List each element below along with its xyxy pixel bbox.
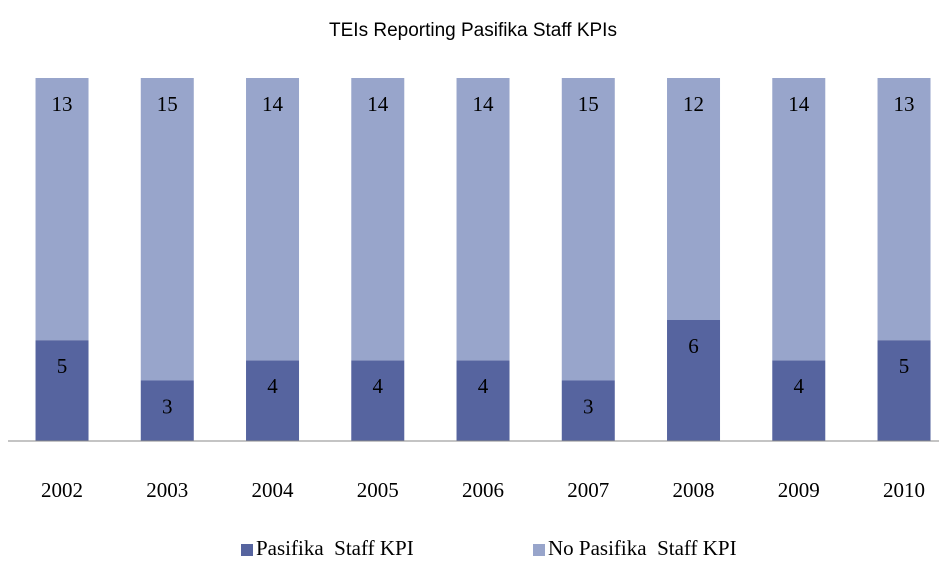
data-label: 4: [373, 374, 384, 398]
bar-segment: [246, 360, 300, 441]
legend-label: No Pasifika Staff KPI: [548, 536, 737, 560]
x-tick-label: 2009: [778, 478, 820, 502]
x-tick-label: 2002: [41, 478, 83, 502]
x-tick-label: 2005: [357, 478, 399, 502]
data-label: 6: [688, 334, 699, 358]
data-label: 3: [583, 394, 594, 418]
legend-swatch: [533, 544, 545, 556]
data-label: 4: [267, 374, 278, 398]
bar-segment: [35, 340, 89, 441]
bar-segment: [561, 380, 615, 441]
data-label: 14: [788, 92, 810, 116]
bar-segment: [351, 360, 405, 441]
chart-title: TEIs Reporting Pasifika Staff KPIs: [329, 20, 617, 41]
data-label: 3: [162, 394, 173, 418]
data-label: 14: [367, 92, 389, 116]
data-label: 13: [894, 92, 915, 116]
data-label: 5: [899, 354, 910, 378]
bar-segment: [140, 380, 194, 441]
x-tick-label: 2004: [252, 478, 295, 502]
bar-segment: [772, 360, 826, 441]
bar-segment: [456, 360, 510, 441]
data-label: 14: [262, 92, 284, 116]
bar-segment: [877, 78, 931, 341]
data-label: 4: [794, 374, 805, 398]
x-tick-label: 2003: [146, 478, 188, 502]
data-label: 12: [683, 92, 704, 116]
bar-segment: [35, 78, 89, 341]
legend-swatch: [241, 544, 253, 556]
bar-segment: [667, 320, 721, 441]
bar-segment: [456, 78, 510, 361]
x-tick-label: 2008: [673, 478, 715, 502]
bar-segment: [351, 78, 405, 361]
x-tick-label: 2007: [567, 478, 609, 502]
bar-segment: [772, 78, 826, 361]
bar-segment: [561, 78, 615, 381]
data-label: 14: [473, 92, 495, 116]
x-tick-label: 2010: [883, 478, 925, 502]
data-label: 15: [157, 92, 178, 116]
data-label: 4: [478, 374, 489, 398]
bar-segment: [140, 78, 194, 381]
x-tick-label: 2006: [462, 478, 504, 502]
bar-segment: [246, 78, 300, 361]
data-label: 5: [57, 354, 68, 378]
data-label: 15: [578, 92, 599, 116]
bar-segment: [877, 340, 931, 441]
data-label: 13: [52, 92, 73, 116]
bar-segment: [667, 78, 721, 320]
legend-label: Pasifika Staff KPI: [256, 536, 414, 560]
